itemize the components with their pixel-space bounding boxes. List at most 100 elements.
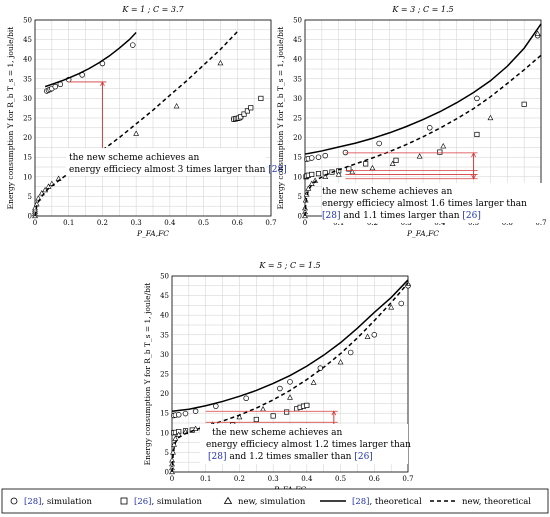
data-point-square — [363, 161, 369, 167]
y-tick-label: 40 — [293, 56, 302, 64]
data-point-triangle — [416, 153, 423, 159]
series-triangle — [169, 280, 411, 475]
data-point-circle — [52, 83, 58, 90]
data-point-triangle — [175, 431, 182, 437]
bracket-arrow-top — [331, 410, 337, 416]
y-tick-label: 30 — [293, 95, 302, 103]
y-tick-label: 35 — [160, 331, 169, 339]
y-tick-label: 35 — [23, 75, 32, 83]
data-point-square — [241, 111, 247, 117]
chart-panel-k5: 0 0.1 0.2 0.3 0.4 0.5 0.6 0.7 0 5 10 15 20 25 30 35 40 45… — [143, 261, 414, 494]
legend-item: [28], theoretical — [320, 497, 422, 507]
data-point-circle — [213, 403, 219, 409]
chart-panel-k1: 0 0.1 0.2 0.3 0.4 0.5 0.6 0.7 0 5 10 15 20 25 30 35 40 45… — [6, 5, 287, 238]
y-tick-label: 50 — [293, 17, 302, 25]
data-point-triangle — [364, 333, 371, 339]
x-tick-label: 0.4 — [301, 475, 313, 483]
data-point-triangle — [534, 30, 541, 36]
y-tick-label: 25 — [293, 115, 302, 123]
plot-frame — [34, 19, 272, 217]
x-tick-label: 0.2 — [234, 475, 245, 483]
data-point-circle — [376, 140, 382, 147]
x-tick-label: 0.7 — [402, 475, 413, 483]
data-point-triangle — [335, 171, 342, 177]
data-point-square — [521, 101, 527, 107]
legend-label: [28], simulation — [24, 497, 93, 507]
y-tick-label: 20 — [160, 390, 169, 398]
y-tick-label: 20 — [293, 134, 302, 142]
legend-text: new, theoretical — [462, 497, 531, 507]
data-point-square — [284, 409, 290, 415]
annotation-line-2: energy efficiecy almost 1.2 times larger… — [206, 440, 411, 450]
data-point-square — [248, 105, 254, 111]
legend-citation: [28] — [352, 497, 369, 507]
annotation-box — [66, 148, 266, 176]
data-point-triangle — [260, 406, 266, 412]
data-point-circle — [398, 300, 405, 307]
data-point-circle — [130, 42, 136, 48]
new-theoretical-line — [304, 54, 542, 217]
series-square — [231, 95, 264, 122]
y-tick-label: 15 — [23, 154, 32, 162]
x-tick-label: 0.5 — [335, 475, 346, 483]
legend-item: [26], simulation — [120, 497, 203, 507]
y-tick-label: 45 — [160, 292, 169, 300]
legend-label: [26], simulation — [134, 497, 203, 507]
data-point-triangle — [192, 425, 199, 431]
data-point-circle — [182, 410, 189, 417]
x-tick-label: 0.4 — [164, 219, 176, 227]
x-tick-label: 0 — [170, 475, 174, 483]
x-tick-label: 0 — [303, 219, 307, 227]
data-point-circle — [243, 395, 249, 402]
annotation-box — [322, 183, 542, 223]
data-point-square — [309, 171, 315, 177]
citation-28: [28] — [268, 165, 286, 175]
chart-title: K = 3 ; C = 1.5 — [391, 5, 453, 14]
x-tick-label: 0.3 — [131, 219, 142, 227]
series-dashed — [304, 54, 542, 217]
data-point-square — [238, 114, 244, 120]
y-axis-label: Energy consumption Υ for R_b T_s = 1, jo… — [276, 27, 285, 210]
annotation-mid: and 1.2 times smaller than — [226, 452, 354, 462]
data-point-square — [244, 108, 250, 114]
data-point-square — [270, 413, 276, 419]
data-point-circle — [277, 385, 283, 392]
citation-28: [28] — [208, 452, 226, 462]
annotation-line-1: the new scheme achieves an — [69, 153, 199, 163]
citation-28: [28] — [322, 211, 340, 221]
legend-marker-square — [120, 497, 128, 505]
data-point-triangle — [389, 160, 396, 166]
y-tick-label: 10 — [23, 173, 32, 181]
data-point-triangle — [173, 103, 180, 109]
x-tick-label: 0.7 — [265, 219, 276, 227]
chart-title: K = 5 ; C = 1.5 — [258, 261, 320, 270]
theoretical-28-line — [171, 279, 409, 412]
y-tick-label: 30 — [23, 95, 32, 103]
legend-frame — [1, 488, 549, 514]
data-point-triangle — [172, 435, 179, 441]
data-point-square — [304, 402, 310, 408]
theoretical-28-line — [44, 32, 137, 88]
x-tick-label: 0.2 — [97, 219, 108, 227]
annotation-line-3: [28] and 1.2 times smaller than [26] — [208, 452, 373, 462]
annotation-line-2: energy efficiecy almost 1.6 times larger… — [322, 199, 527, 209]
data-point-triangle — [217, 59, 224, 66]
legend-citation: [26] — [134, 497, 151, 507]
data-point-circle — [317, 365, 324, 371]
data-point-triangle — [487, 114, 494, 121]
series-solid — [171, 279, 409, 412]
data-point-square — [393, 157, 399, 163]
data-point-square — [346, 166, 352, 172]
y-tick-label: 40 — [160, 312, 169, 320]
legend-text: , simulation — [41, 497, 92, 507]
series-square — [303, 101, 527, 180]
bracket-arrow-bottom — [471, 174, 476, 180]
chart-title: K = 1 ; C = 3.7 — [121, 5, 184, 14]
x-tick-label: 0.6 — [232, 219, 244, 227]
data-point-circle — [287, 379, 293, 385]
y-axis-label: Energy consumption Υ for R_b T_s = 1, jo… — [143, 283, 152, 466]
y-tick-label: 10 — [160, 429, 169, 437]
data-point-circle — [426, 125, 433, 131]
y-axis-label: Energy consumption Υ for R_b T_s = 1, jo… — [6, 27, 15, 210]
